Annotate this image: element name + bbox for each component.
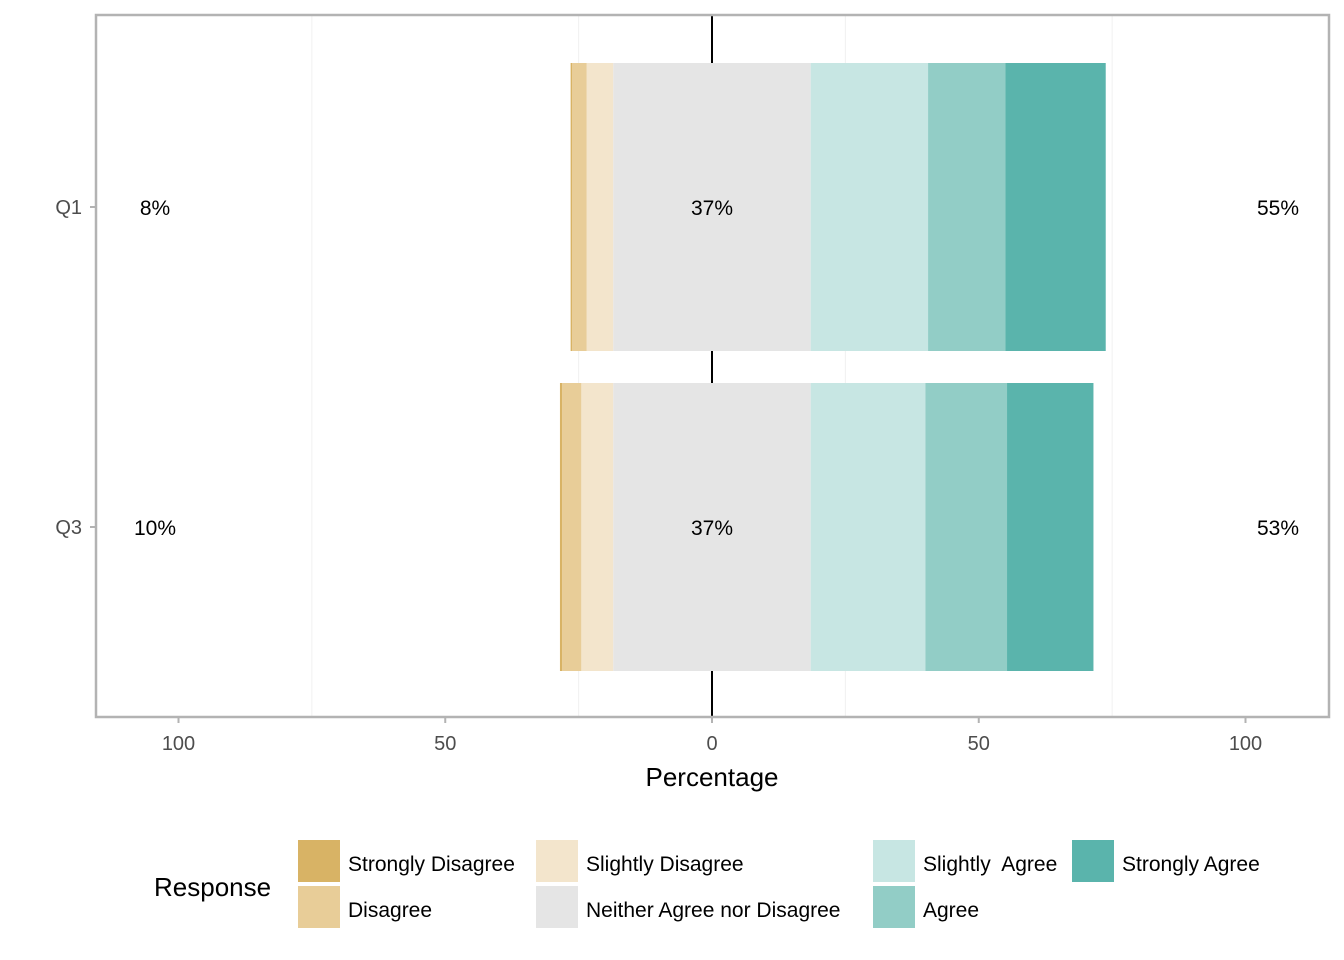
- bar-q1-strongly-disagree: [570, 63, 573, 351]
- bar-q3-agree: [925, 383, 1008, 671]
- percent-labels: 8% 37% 55% 10% 37% 53%: [134, 197, 1299, 540]
- y-tick-label-q1: Q1: [55, 197, 82, 219]
- legend-title: Response: [154, 872, 271, 902]
- bar-q3-disagree: [562, 383, 582, 671]
- legend-swatch-neither-agree-nor-disagree: [536, 886, 578, 928]
- x-axis-title: Percentage: [646, 762, 779, 792]
- legend-swatch-disagree: [298, 886, 340, 928]
- left-percent-label-q3: 10%: [134, 517, 176, 540]
- legend-label-strongly-agree: Strongly Agree: [1122, 853, 1260, 876]
- right-percent-label-q3: 53%: [1257, 517, 1299, 540]
- x-tick-label: 100: [162, 733, 195, 755]
- left-percent-label-q1: 8%: [140, 197, 170, 220]
- legend: Response Strongly Disagree Disagree Slightl…: [154, 840, 1260, 928]
- legend-label-slightly-agree: Slightly Agree: [923, 853, 1057, 876]
- center-percent-label-q1: 37%: [691, 197, 733, 220]
- y-tick-label-q3: Q3: [55, 517, 82, 539]
- legend-swatch-slightly-agree: [873, 840, 915, 882]
- legend-label-slightly-disagree: Slightly Disagree: [586, 853, 744, 876]
- bar-q3-slightly-agree: [810, 383, 926, 671]
- bar-q3-neither-agree-nor-disagree: [613, 383, 811, 671]
- x-tick-label: 50: [968, 733, 990, 755]
- legend-swatch-strongly-disagree: [298, 840, 340, 882]
- legend-label-neither-agree-nor-disagree: Neither Agree nor Disagree: [586, 899, 840, 922]
- bar-q1-slightly-agree: [810, 63, 929, 351]
- bar-q1-disagree: [572, 63, 587, 351]
- legend-label-disagree: Disagree: [348, 899, 432, 922]
- bar-q1-slightly-disagree: [586, 63, 614, 351]
- x-tick-label: 50: [434, 733, 456, 755]
- x-axis: 100 50 0 50 100: [162, 717, 1262, 755]
- bars-layer: [559, 63, 1106, 671]
- legend-swatch-strongly-agree: [1072, 840, 1114, 882]
- bar-q3-strongly-agree: [1007, 383, 1094, 671]
- legend-label-agree: Agree: [923, 899, 979, 922]
- center-percent-label-q3: 37%: [691, 517, 733, 540]
- bar-q1-strongly-agree: [1005, 63, 1106, 351]
- y-axis: Q1 Q3: [55, 197, 96, 539]
- legend-label-strongly-disagree: Strongly Disagree: [348, 853, 515, 876]
- legend-swatch-slightly-disagree: [536, 840, 578, 882]
- legend-swatch-agree: [873, 886, 915, 928]
- bar-q1-neither-agree-nor-disagree: [613, 63, 811, 351]
- bar-q1-agree: [928, 63, 1006, 351]
- x-tick-label: 100: [1229, 733, 1262, 755]
- bar-q3-slightly-disagree: [581, 383, 614, 671]
- bar-q3-strongly-disagree: [559, 383, 563, 671]
- right-percent-label-q1: 55%: [1257, 197, 1299, 220]
- x-tick-label: 0: [706, 733, 717, 755]
